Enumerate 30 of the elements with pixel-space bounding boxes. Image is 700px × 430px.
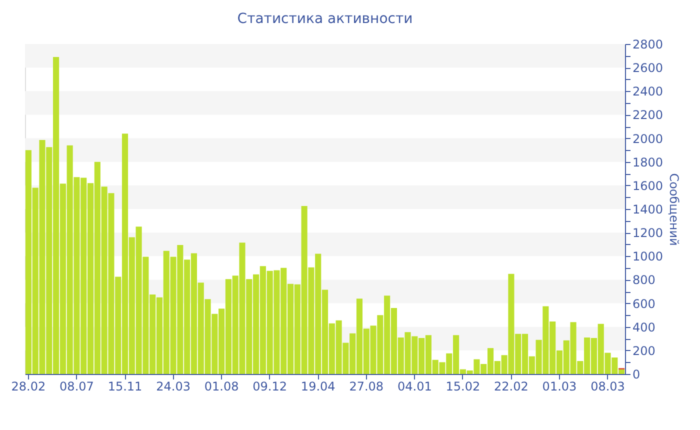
y-axis-title: Сообщений [667,173,682,246]
y-tick-label: 600 [632,296,656,311]
y-tick-label: 1200 [632,226,664,240]
x-tick-label: 24.03 [156,380,190,394]
y-tick-label: 1400 [632,202,664,216]
y-tick-label: 2400 [632,84,664,99]
chart-title: Статистика активности [237,11,413,27]
x-tick-label: 04.01 [397,380,432,394]
y-tick-label: 0 [632,368,640,382]
x-tick-label: 28.02 [11,380,46,394]
y-tick-label: 800 [632,273,656,288]
x-tick-label: 08.03 [590,380,625,394]
y-tick-label: 200 [632,344,656,358]
x-tick-label: 01.03 [542,380,577,394]
x-tick-label: 15.02 [446,380,480,394]
y-tick-label: 400 [632,320,656,334]
y-tick-label: 2800 [632,38,664,52]
x-tick-label: 27.08 [349,380,384,394]
y-tick-label: 2600 [632,61,664,76]
x-tick-label: 22.02 [494,380,528,394]
x-tick-label: 15.11 [108,380,142,394]
x-tick-label: 09.12 [252,380,288,394]
x-tick-label: 08.07 [60,380,94,394]
y-tick-label: 1800 [632,155,664,170]
y-tick-label: 1000 [632,250,664,264]
y-tick-label: 2200 [632,108,664,122]
x-tick-label: 19.04 [300,380,336,394]
x-tick-label: 01.08 [204,380,239,394]
y-tick-label: 2000 [632,132,664,146]
y-tick-label: 1600 [632,178,664,193]
